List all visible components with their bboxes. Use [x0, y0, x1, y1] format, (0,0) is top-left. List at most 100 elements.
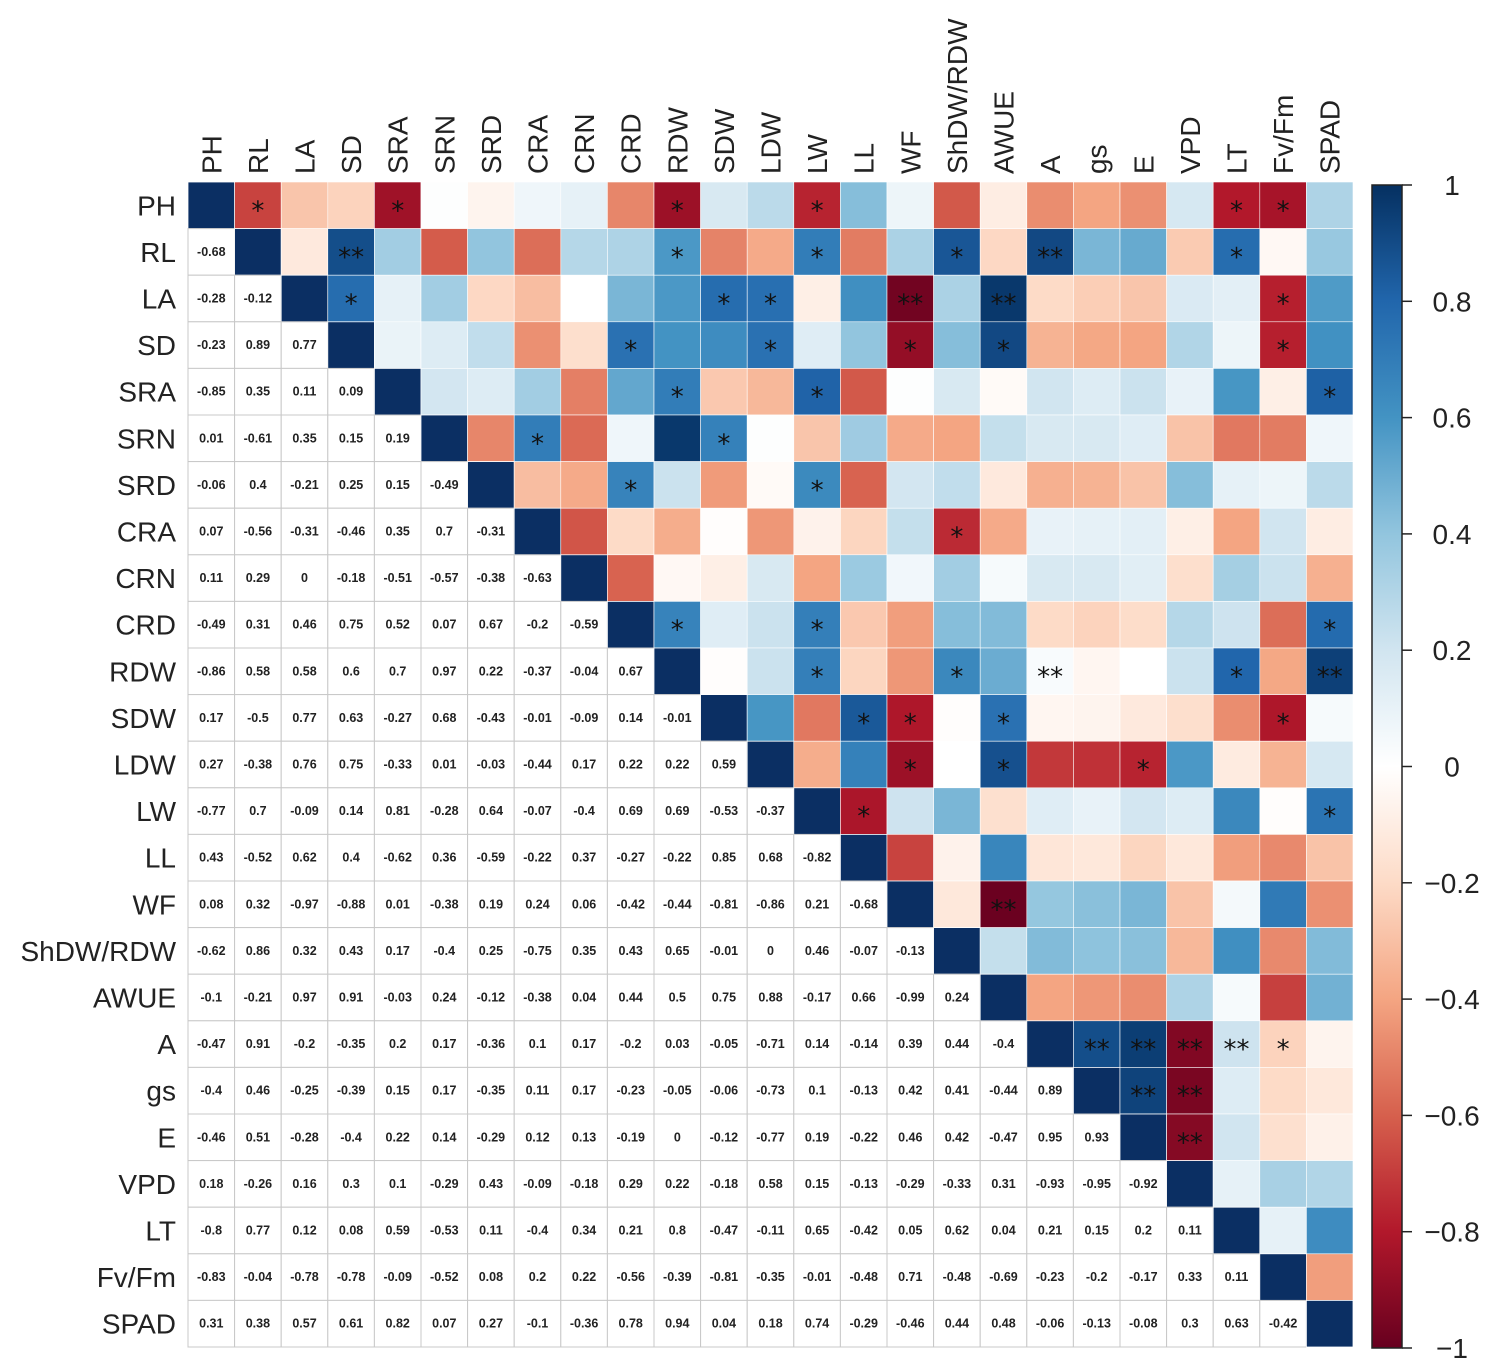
correlation-value: -0.81 — [710, 1270, 739, 1284]
heatmap-cell — [793, 321, 841, 369]
heatmap-cell — [1119, 181, 1167, 229]
correlation-value: 0.77 — [246, 1224, 270, 1238]
value-cell — [234, 461, 282, 509]
correlation-value: 0.46 — [898, 1130, 922, 1144]
heatmap-cell — [700, 274, 748, 323]
heatmap-cell — [1119, 647, 1167, 695]
heatmap-cell — [1166, 274, 1214, 323]
row-label-e: E — [157, 1122, 176, 1153]
value-cell — [1119, 1206, 1168, 1255]
correlation-value: 0.18 — [758, 1317, 782, 1331]
value-cell — [560, 1066, 608, 1115]
correlation-value: -0.35 — [477, 1084, 506, 1098]
correlation-value: -0.13 — [849, 1177, 878, 1191]
value-cell — [886, 1299, 935, 1348]
value-cell — [373, 600, 422, 649]
correlation-value: 0.05 — [898, 1224, 922, 1238]
row-label-ll: LL — [145, 843, 176, 874]
heatmap-cell — [1119, 973, 1167, 1022]
significance-mark: * — [857, 709, 870, 739]
heatmap-cell — [1306, 973, 1354, 1022]
heatmap-cell — [420, 274, 468, 323]
diagonal-cell — [1119, 1113, 1167, 1161]
value-cell — [933, 1160, 981, 1208]
heatmap-cell — [1026, 694, 1074, 742]
heatmap-cell — [1259, 834, 1307, 882]
heatmap-cell — [979, 647, 1028, 695]
heatmap-cell — [327, 181, 375, 229]
heatmap-cell — [1212, 1020, 1261, 1068]
correlation-value: -0.4 — [573, 804, 595, 818]
heatmap-cell — [420, 321, 468, 369]
value-cell — [280, 647, 329, 696]
correlation-value: -0.46 — [337, 525, 366, 539]
value-cell — [187, 507, 236, 556]
heatmap-cell — [979, 274, 1028, 323]
correlation-value: -0.47 — [197, 1037, 226, 1051]
significance-mark: * — [717, 290, 730, 320]
correlation-value: 0.33 — [1178, 1270, 1202, 1284]
correlation-value: -0.39 — [337, 1084, 366, 1098]
correlation-value: 0.3 — [1181, 1317, 1198, 1331]
correlation-value: -0.49 — [197, 618, 226, 632]
heatmap-cell — [513, 461, 562, 509]
value-cell — [327, 973, 375, 1022]
heatmap-cell — [653, 414, 701, 462]
correlation-value: 0.36 — [432, 851, 456, 865]
column-label-srd: SRD — [476, 115, 507, 174]
correlation-value: 0.35 — [246, 385, 270, 399]
value-cell — [793, 1299, 841, 1348]
correlation-value: -0.77 — [756, 1130, 785, 1144]
correlation-value: -0.38 — [244, 758, 273, 772]
significance-mark: * — [345, 290, 358, 320]
heatmap-cell — [1119, 228, 1167, 276]
value-cell — [700, 740, 748, 789]
correlation-value: 0.39 — [898, 1037, 922, 1051]
correlation-value: -0.53 — [710, 804, 739, 818]
heatmap-cell — [1212, 1067, 1261, 1115]
heatmap-cell — [979, 787, 1028, 835]
correlation-value: -0.28 — [197, 292, 226, 306]
heatmap-cell — [1026, 321, 1074, 369]
correlation-value: -0.13 — [849, 1084, 878, 1098]
heatmap-cell — [560, 274, 608, 323]
heatmap-cell — [1119, 368, 1167, 416]
value-cell — [1026, 1206, 1074, 1255]
correlation-value: 0.07 — [199, 525, 223, 539]
correlation-value: 0.15 — [1085, 1224, 1109, 1238]
significance-mark: * — [1230, 243, 1243, 273]
value-cell — [979, 1113, 1028, 1162]
correlation-value: 0.15 — [386, 478, 410, 492]
diagonal-cell — [933, 927, 981, 975]
significance-mark: ** — [991, 290, 1017, 320]
heatmap-cell — [467, 368, 515, 416]
value-cell — [1026, 1253, 1074, 1301]
heatmap-cell — [1026, 461, 1074, 509]
value-cell — [746, 1160, 795, 1208]
correlation-value: -0.2 — [294, 1037, 316, 1051]
diagonal-cell — [607, 601, 655, 649]
correlation-value: 0.59 — [386, 1224, 410, 1238]
heatmap-cell — [1026, 414, 1074, 462]
significance-mark: ** — [897, 290, 923, 320]
heatmap-cell — [840, 274, 888, 323]
heatmap-cell — [1073, 274, 1121, 323]
correlation-value: 0.31 — [246, 618, 270, 632]
heatmap-cell — [1026, 647, 1074, 695]
value-cell — [420, 740, 469, 789]
value-cell — [513, 973, 562, 1022]
column-label-sra: SRA — [383, 116, 414, 174]
correlation-value: 0.82 — [386, 1317, 410, 1331]
diagonal-cell — [234, 228, 282, 276]
heatmap-cell — [1306, 601, 1354, 649]
heatmap-cell — [1166, 647, 1214, 695]
heatmap-cell — [234, 181, 282, 229]
heatmap-cell — [653, 601, 701, 649]
correlation-value: 0.25 — [339, 478, 363, 492]
correlation-value: 0.69 — [619, 804, 643, 818]
heatmap-cell — [467, 321, 515, 369]
value-cell — [560, 973, 608, 1022]
correlation-value: -0.22 — [523, 851, 552, 865]
heatmap-cell — [1259, 461, 1307, 509]
